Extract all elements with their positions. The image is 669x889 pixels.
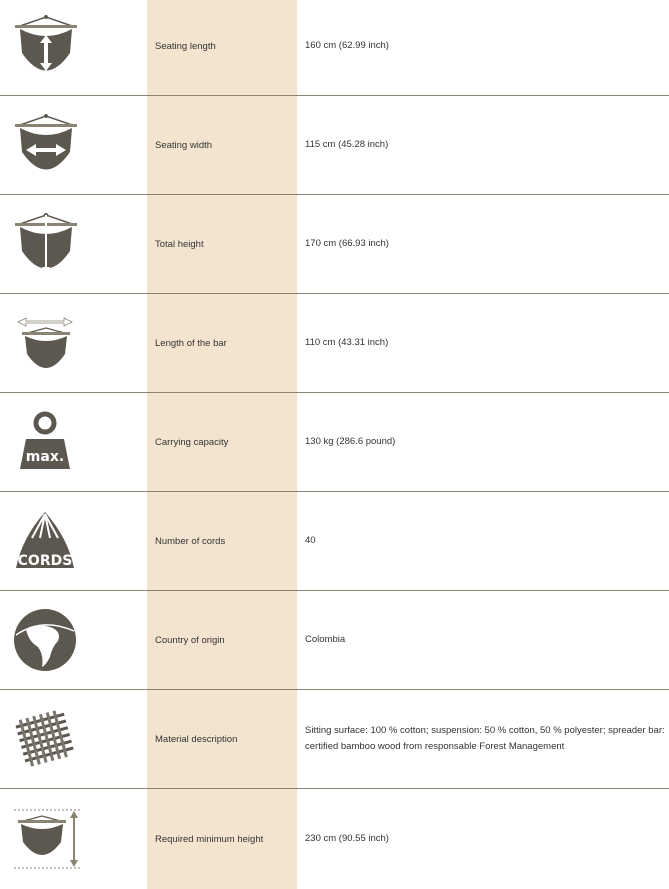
row-value: 130 kg (286.6 pound) bbox=[305, 436, 396, 447]
table-row: Seating width 115 cm (45.28 inch) bbox=[0, 96, 669, 195]
row-value: 40 bbox=[305, 535, 316, 546]
row-label: Seating width bbox=[147, 96, 297, 194]
table-row: CORDS Number of cords 40 bbox=[0, 492, 669, 591]
cords-icon: CORDS bbox=[16, 512, 74, 569]
minimum-height-icon bbox=[14, 809, 80, 869]
table-row: Total height 170 cm (66.93 inch) bbox=[0, 195, 669, 294]
hammock-height-icon bbox=[15, 213, 77, 273]
row-label: Length of the bar bbox=[147, 294, 297, 392]
hammock-width-icon bbox=[15, 114, 77, 170]
row-value: 160 cm (62.99 inch) bbox=[305, 40, 389, 51]
row-label: Carrying capacity bbox=[147, 393, 297, 491]
row-label: Material description bbox=[147, 690, 297, 788]
row-label: Number of cords bbox=[147, 492, 297, 590]
hammock-length-icon bbox=[15, 15, 77, 71]
row-label: Required minimum height bbox=[147, 789, 297, 889]
fabric-weave-icon bbox=[15, 710, 74, 767]
table-row: Required minimum height 230 cm (90.55 in… bbox=[0, 789, 669, 889]
row-value: 170 cm (66.93 inch) bbox=[305, 238, 389, 249]
row-label: Country of origin bbox=[147, 591, 297, 689]
row-value: Sitting surface: 100 % cotton; suspensio… bbox=[305, 725, 665, 752]
weight-icon-text: max. bbox=[26, 449, 64, 465]
row-value: 115 cm (45.28 inch) bbox=[305, 139, 389, 150]
globe-icon bbox=[14, 609, 76, 671]
row-value: 230 cm (90.55 inch) bbox=[305, 833, 389, 844]
table-row: max. Carrying capacity 130 kg (286.6 pou… bbox=[0, 393, 669, 492]
table-row: Country of origin Colombia bbox=[0, 591, 669, 690]
row-label: Total height bbox=[147, 195, 297, 293]
row-value: Colombia bbox=[305, 634, 346, 645]
table-row: Length of the bar 110 cm (43.31 inch) bbox=[0, 294, 669, 393]
bar-length-icon bbox=[17, 317, 73, 368]
row-label: Seating length bbox=[147, 0, 297, 95]
table-row: Material description Sitting surface: 10… bbox=[0, 690, 669, 789]
row-value: 110 cm (43.31 inch) bbox=[305, 337, 389, 348]
table-row: Seating length 160 cm (62.99 inch) bbox=[0, 0, 669, 96]
cords-icon-text: CORDS bbox=[18, 553, 73, 569]
weight-max-icon: max. bbox=[20, 411, 70, 469]
